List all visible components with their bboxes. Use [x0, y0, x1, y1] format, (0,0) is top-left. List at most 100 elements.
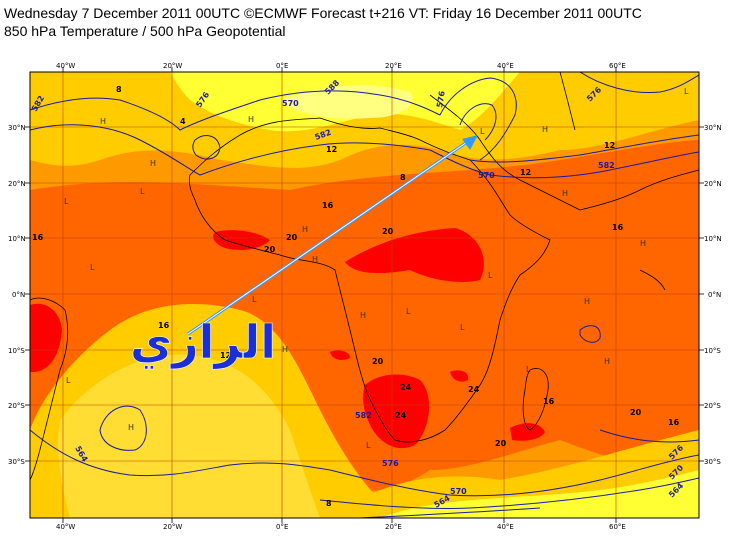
temperature-label: 20: [630, 408, 642, 417]
lat-label-right: 20°N: [704, 180, 722, 188]
pressure-markers: H H H H H L L L L H H L L L L H H H H L …: [64, 87, 689, 450]
geopotential-label: 582: [598, 161, 615, 170]
temperature-band-south-atlantic-core: [58, 354, 320, 518]
africa-coastline: [188, 117, 551, 443]
pressure-mark: L: [64, 197, 69, 206]
lon-label-bottom: 20°E: [385, 523, 402, 531]
lon-label-top: 20°W: [163, 62, 182, 70]
axis-ticks: [25, 67, 704, 523]
hotspot-angola-coast: [330, 350, 350, 360]
temperature-label: 16: [543, 397, 555, 406]
geopotential-label: 576: [382, 459, 399, 468]
temperature-band-southern-cold: [380, 470, 699, 518]
temperature-label: 16: [668, 418, 680, 427]
temperature-label: 24: [395, 411, 407, 420]
chart-header: Wednesday 7 December 2011 00UTC ©ECMWF F…: [4, 4, 724, 40]
pressure-mark: H: [100, 117, 106, 126]
graticule: [30, 72, 699, 518]
pressure-mark: H: [640, 239, 646, 248]
lat-label-right: 0°N: [708, 291, 721, 299]
lat-labels-left: 30°N 20°N 10°N 0°N 10°S 20°S 30°S: [8, 124, 26, 466]
lat-label-right: 30°S: [704, 458, 721, 466]
hotspot-southern-africa: [363, 374, 430, 449]
temperature-label: 20: [382, 227, 394, 236]
red-sea-arabia-coastline: [429, 94, 699, 211]
forecast-subtitle: 850 hPa Temperature / 500 hPa Geopotenti…: [4, 23, 286, 39]
pressure-mark: L: [66, 376, 71, 385]
pressure-mark: L: [140, 187, 145, 196]
temperature-label: 20: [286, 233, 298, 242]
hotspot-madagascar: [510, 423, 545, 441]
lat-label-left: 10°S: [8, 347, 25, 355]
map-frame: [29, 71, 700, 519]
arrow-head: [462, 135, 478, 150]
pressure-mark: H: [542, 125, 548, 134]
temperature-label: 4: [180, 117, 186, 126]
lon-label-bottom: 40°E: [497, 523, 514, 531]
lon-label-bottom: 60°E: [609, 523, 626, 531]
pressure-mark: H: [248, 115, 254, 124]
lon-label-top: 40°W: [56, 62, 75, 70]
temperature-label: 24: [468, 385, 480, 394]
lat-label-left: 0°N: [12, 291, 25, 299]
geopotential-label: 570: [282, 99, 299, 108]
temperature-label: 12: [220, 351, 231, 360]
temperature-label: 20: [264, 245, 276, 254]
pressure-mark: H: [282, 345, 288, 354]
hotspot-mozambique: [450, 370, 469, 382]
temperature-label: 16: [322, 201, 334, 210]
lat-label-left: 20°S: [8, 402, 25, 410]
forecast-title: Wednesday 7 December 2011 00UTC ©ECMWF F…: [4, 5, 642, 21]
lat-label-right: 30°N: [704, 124, 722, 132]
pressure-mark: L: [406, 307, 411, 316]
lon-label-top: 60°E: [609, 62, 626, 70]
geopotential-label: 576: [435, 90, 447, 108]
lat-label-right: 10°N: [704, 235, 722, 243]
persian-gulf-coastline: [559, 72, 576, 131]
lon-label-top: 20°E: [385, 62, 402, 70]
geopotential-label: 570: [478, 171, 495, 180]
coastlines: [30, 72, 699, 481]
lat-label-left: 30°S: [8, 458, 25, 466]
madagascar-coastline: [522, 368, 549, 431]
pressure-mark: H: [562, 189, 568, 198]
lat-label-right: 10°S: [704, 347, 721, 355]
temperature-band-north-coldest: [280, 85, 413, 119]
lon-label-bottom: 0°E: [276, 523, 288, 531]
lat-label-left: 20°N: [8, 180, 26, 188]
signature-watermark: الرازي: [130, 315, 277, 370]
pressure-mark: L: [684, 87, 689, 96]
pressure-mark: L: [90, 263, 95, 272]
pressure-mark: H: [312, 255, 318, 264]
pressure-mark: H: [128, 423, 134, 432]
pressure-mark: L: [460, 323, 465, 332]
temperature-label: 12: [520, 168, 531, 177]
temperature-field: [30, 72, 699, 518]
lat-labels-right: 30°N 20°N 10°N 0°N 10°S 20°S 30°S: [704, 124, 722, 466]
temperature-label: 20: [372, 357, 384, 366]
temperature-labels: 8 12 16 20 20 20 16 16 12 16 20 24 20 24…: [32, 85, 680, 508]
pressure-mark: L: [488, 271, 493, 280]
lat-label-left: 30°N: [8, 124, 26, 132]
geopotential-contours: [30, 72, 699, 518]
lon-labels-bottom: 40°W 20°W 0°E 20°E 40°E 60°E: [56, 523, 626, 531]
lon-label-bottom: 40°W: [56, 523, 75, 531]
annotation-arrow: [187, 135, 478, 336]
hotspot-central-africa: [345, 228, 484, 282]
pressure-mark: L: [526, 365, 531, 374]
hotspot-west-africa: [213, 230, 270, 250]
pressure-mark: H: [150, 159, 156, 168]
pressure-mark: H: [584, 297, 590, 306]
pressure-mark: L: [480, 127, 485, 136]
temperature-label: 8: [400, 173, 406, 182]
temperature-label: 20: [495, 439, 507, 448]
lat-label-left: 10°N: [8, 235, 26, 243]
india-coastline: [639, 269, 666, 291]
pressure-mark: H: [604, 357, 610, 366]
lat-label-right: 20°S: [704, 402, 721, 410]
geopotential-label: 570: [450, 487, 467, 496]
temperature-label: 8: [116, 85, 122, 94]
hotspot-south-america: [30, 303, 62, 372]
lon-label-top: 40°E: [497, 62, 514, 70]
